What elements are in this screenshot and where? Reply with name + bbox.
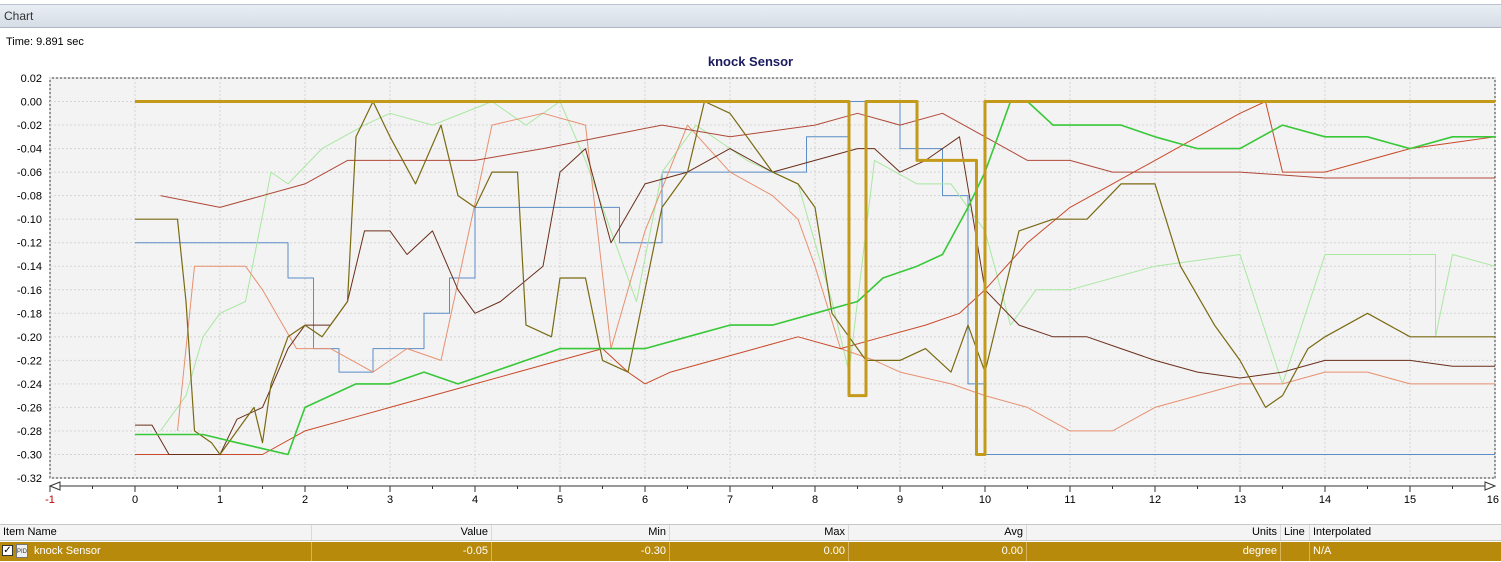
- series-line-2: [160, 101, 1496, 432]
- panel-title-bar: Chart: [0, 4, 1501, 28]
- x-tick-label: 9: [897, 494, 903, 506]
- row-value: -0.05: [312, 542, 492, 561]
- y-tick-label: -0.12: [17, 238, 42, 250]
- y-tick-label: -0.08: [17, 191, 42, 203]
- line-chart[interactable]: 0.02 0.00 -0.02 -0.04 -0.06 -0.08 -0.10 -0.12 -0…: [0, 70, 1501, 510]
- y-tick-label: -0.30: [17, 449, 42, 461]
- header-avg[interactable]: Avg: [849, 525, 1027, 540]
- x-tick-label: 10: [979, 494, 991, 506]
- header-line[interactable]: Line: [1281, 525, 1310, 540]
- panel-title: Chart: [4, 9, 34, 23]
- header-min[interactable]: Min: [492, 525, 670, 540]
- row-item-name-cell: ✓ PID knock Sensor: [0, 542, 312, 561]
- series-line-8: [135, 100, 1495, 456]
- x-tick-label: 12: [1149, 494, 1161, 506]
- series-line-3: [177, 112, 1495, 432]
- y-tick-label: 0.00: [21, 97, 42, 109]
- series-group: [135, 100, 1496, 456]
- header-item-name[interactable]: Item Name: [0, 525, 312, 540]
- y-tick-label: -0.10: [17, 214, 42, 226]
- row-units: degree: [1027, 542, 1281, 561]
- row-item-name: knock Sensor: [34, 545, 101, 557]
- x-tick-label: 5: [557, 494, 563, 506]
- x-tick-label: 1: [217, 494, 223, 506]
- y-tick-label: -0.24: [17, 379, 42, 391]
- x-tick-label: 2: [302, 494, 308, 506]
- x-tick-label: 13: [1234, 494, 1246, 506]
- pid-icon: PID: [16, 544, 28, 558]
- plot-area: [49, 77, 1496, 479]
- y-tick-label: -0.28: [17, 426, 42, 438]
- header-max[interactable]: Max: [670, 525, 849, 540]
- x-tick-label: 4: [472, 494, 478, 506]
- y-tick-label: -0.20: [17, 332, 42, 344]
- y-tick-label: 0.02: [21, 73, 42, 85]
- row-min: -0.30: [492, 542, 670, 561]
- y-tick-label: -0.06: [17, 167, 42, 179]
- time-readout: Time: 9.891 sec: [6, 36, 84, 48]
- y-tick-label: -0.32: [17, 473, 42, 485]
- x-tick-label: 0: [132, 494, 138, 506]
- y-tick-label: -0.14: [17, 261, 42, 273]
- series-line-7: [135, 100, 1495, 456]
- series-line-1: [135, 101, 1495, 455]
- x-tick-label: 7: [727, 494, 733, 506]
- header-units[interactable]: Units: [1027, 525, 1281, 540]
- header-value[interactable]: Value: [312, 525, 492, 540]
- row-checkbox[interactable]: ✓: [2, 545, 13, 556]
- table-row[interactable]: ✓ PID knock Sensor -0.05 -0.30 0.00 0.00…: [0, 542, 1501, 561]
- scroll-left-icon[interactable]: [48, 481, 61, 491]
- header-interpolated[interactable]: Interpolated: [1313, 526, 1372, 538]
- x-tick-label: 6: [642, 494, 648, 506]
- y-tick-label: -0.02: [17, 120, 42, 132]
- x-tick-label: 3: [387, 494, 393, 506]
- x-tick-label: 14: [1319, 494, 1331, 506]
- row-line: [1281, 542, 1310, 561]
- x-tick-label: 11: [1064, 494, 1075, 506]
- x-tick-label: 8: [812, 494, 818, 506]
- row-avg: 0.00: [849, 542, 1027, 561]
- y-axis: 0.02 0.00 -0.02 -0.04 -0.06 -0.08 -0.10 -0.12 -0…: [17, 73, 42, 485]
- scroll-right-icon[interactable]: [1484, 481, 1497, 491]
- series-line-9: [135, 100, 1495, 456]
- y-tick-label: -0.04: [17, 144, 42, 156]
- row-interpolated: N/A: [1313, 545, 1332, 557]
- x-tick-label: 16: [1487, 494, 1499, 506]
- row-max: 0.00: [670, 542, 849, 561]
- y-tick-label: -0.18: [17, 308, 42, 320]
- grid-header: Item Name Value Min Max Avg Units Line I…: [0, 524, 1501, 541]
- y-tick-label: -0.26: [17, 402, 42, 414]
- series-line-4: [135, 101, 1496, 455]
- series-line-5: [160, 112, 1495, 208]
- y-tick-label: -0.16: [17, 285, 42, 297]
- x-tick-label: -1: [45, 494, 55, 506]
- series-line-6: [135, 136, 1495, 455]
- x-tick-label: 15: [1404, 494, 1416, 506]
- chart-title: knock Sensor: [707, 54, 794, 69]
- y-tick-label: -0.22: [17, 355, 42, 367]
- x-axis[interactable]: -1 0 1 2 3 4 5 6 7 8 9 10 11 12 13 14 15 16: [45, 481, 1499, 506]
